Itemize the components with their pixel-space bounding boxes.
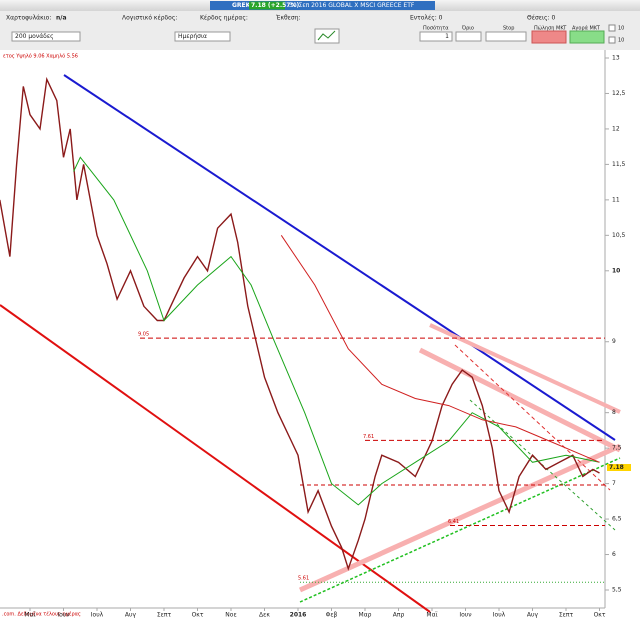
y-tick-label: 10,5 [612, 232, 626, 239]
exposure: Έκθεση: [275, 15, 301, 22]
portfolio-label: Χαρτοφυλάκιο: [6, 15, 51, 22]
y-tick-label: 11,5 [612, 161, 626, 168]
x-tick-label: Ιουν [459, 612, 472, 619]
x-tick-label: Ιουλ [493, 612, 506, 619]
buy-button[interactable] [569, 30, 605, 44]
channel-band [429, 323, 621, 414]
portfolio-value: n/a [56, 15, 67, 22]
level-label: 9.05 [138, 332, 149, 338]
y-tick-label: 5,5 [612, 587, 622, 594]
sell-button[interactable] [531, 30, 567, 44]
x-tick-label: Φεβ [326, 612, 338, 619]
x-tick-label: Αυγ [125, 612, 137, 619]
x-tick-label: Ιουν [57, 612, 70, 619]
chart-footer: .com. Δεδομένα τέλους ημέρας [2, 611, 81, 618]
chart-type-icon [317, 30, 336, 41]
y-tick-label: 7 [612, 480, 616, 487]
stop-input[interactable] [485, 31, 527, 42]
units-select-text: 200 μονάδες [15, 33, 54, 40]
x-tick-label: Σεπτ [559, 612, 574, 619]
channel-line [454, 344, 611, 491]
y-tick-label: 10 [612, 267, 620, 274]
symbol: GREK [232, 2, 251, 9]
sell-label: Πώληση MKT [534, 25, 567, 32]
orders: Εντολές: 0 [410, 15, 443, 22]
x-tick-label: Οκτ [192, 612, 204, 619]
y-tick-label: 8 [612, 409, 616, 416]
quantity: 1 [445, 33, 449, 40]
series-line [0, 76, 600, 571]
period-select-text: Ημερήσια [178, 33, 207, 40]
y-tick-label: 12 [612, 125, 620, 132]
last-price-box [607, 464, 631, 471]
checkbox[interactable] [608, 36, 616, 44]
day-profit: Κέρδος ημέρας: [200, 15, 248, 22]
buy-label: Αγορά MKT [572, 25, 601, 32]
caption: 30 Σεπ 2016 GLOBAL X MSCI GREECE ETF [289, 2, 415, 9]
positions: Θέσεις: 0 [527, 15, 555, 22]
x-tick-label: Σεπτ [157, 612, 172, 619]
x-tick-label: Μαϊ [426, 612, 437, 619]
limit-input[interactable] [455, 31, 482, 42]
limit-label: Όριο [461, 25, 474, 32]
check-2: 10 [618, 38, 624, 44]
title-band [210, 1, 435, 10]
y-tick-label: 13 [612, 55, 620, 62]
quote: 7.18 (+2.57%) [251, 2, 299, 9]
y-tick-label: 7,5 [612, 445, 622, 452]
y-tick-label: 6,5 [612, 516, 622, 523]
book-profit: Λογιστικό κέρδος: [122, 15, 177, 22]
y-tick-label: 11 [612, 196, 620, 203]
channel-band [298, 443, 622, 593]
x-tick-label: Δεκ [259, 612, 270, 619]
units-select[interactable] [11, 31, 81, 42]
stop-label: Stop [503, 26, 514, 32]
x-tick-label: 2016 [290, 612, 307, 619]
chart-area [0, 50, 640, 621]
y-tick-label: 9 [612, 338, 616, 345]
x-tick-label: Ιουλ [91, 612, 104, 619]
level-label: 7.61 [363, 434, 374, 440]
series-line [280, 235, 600, 463]
chart-type-button[interactable] [314, 28, 340, 44]
channel-line [299, 457, 621, 603]
checkbox[interactable] [608, 24, 616, 32]
quantity-input[interactable] [419, 31, 453, 42]
x-tick-label: Οκτ [594, 612, 606, 619]
x-tick-label: Απρ [393, 612, 405, 619]
chart-info: ετος Υψηλό 9.06 Χαμηλό 5.56 [3, 53, 78, 60]
check-1: 10 [618, 26, 624, 32]
quantity-label: Ποσότητα [423, 25, 449, 32]
last-price: 7.18 [609, 464, 624, 471]
x-tick-label: Αυγ [527, 612, 539, 619]
x-tick-label: Νοε [225, 612, 236, 619]
level-label: 6.41 [448, 519, 459, 525]
series-line [73, 156, 600, 506]
x-tick-label: Μαρ [359, 612, 372, 619]
y-tick-label: 6 [612, 551, 616, 558]
level-label: 5.61 [298, 576, 309, 582]
trend-line [63, 74, 616, 441]
trend-line [0, 304, 431, 613]
quote-box [249, 1, 285, 10]
channel-band [418, 347, 622, 453]
y-tick-label: 12,5 [612, 90, 626, 97]
x-tick-label: Μαϊ [24, 612, 35, 619]
period-select[interactable] [174, 31, 231, 42]
